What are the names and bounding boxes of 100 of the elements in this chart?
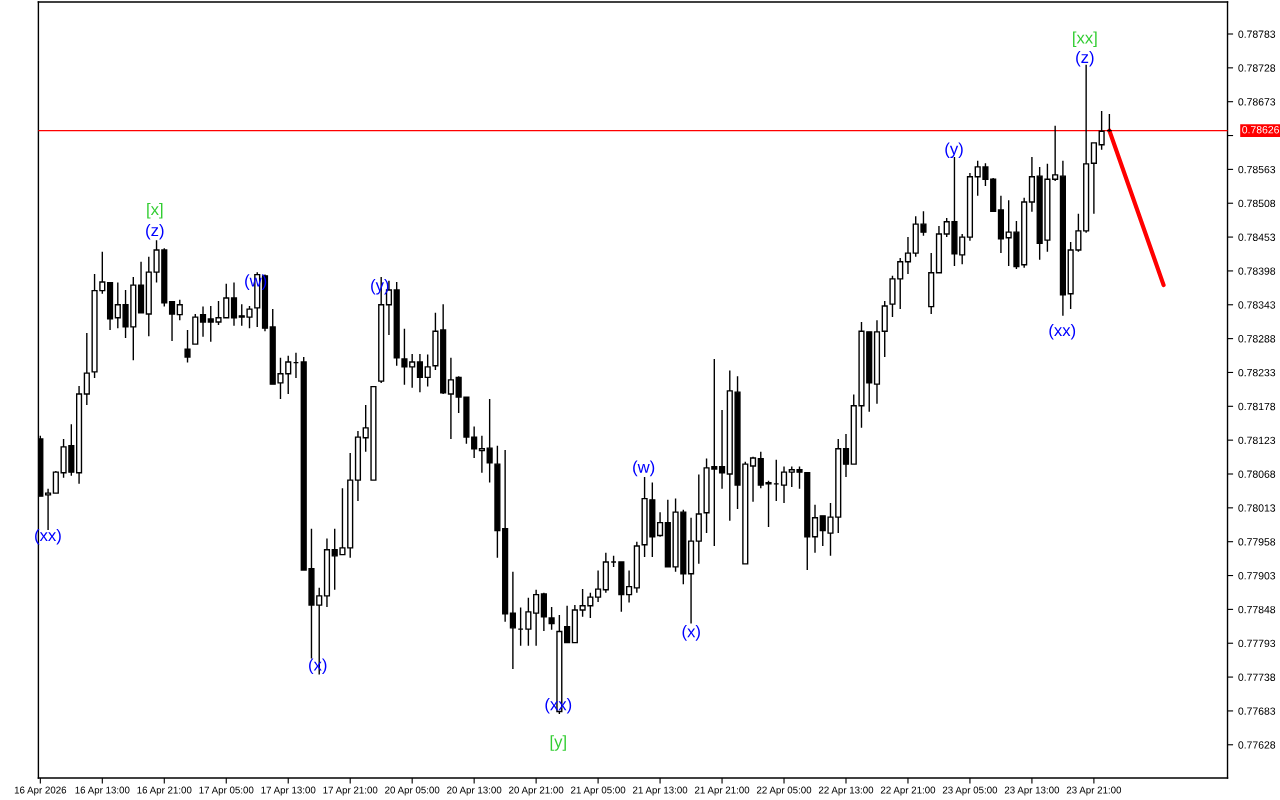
candlestick — [1028, 156, 1036, 213]
candlestick — [842, 433, 850, 478]
x-tick-label: 16 Apr 2026 — [14, 786, 67, 796]
candlestick — [393, 281, 400, 367]
x-tick-label: 20 Apr 13:00 — [447, 786, 502, 796]
x-tick-label: 17 Apr 05:00 — [199, 786, 254, 796]
y-tick-label: 0.78343 — [1238, 301, 1276, 309]
candlestick — [904, 236, 912, 275]
y-tick-label: 0.78233 — [1238, 368, 1276, 377]
candlestick — [618, 561, 625, 613]
x-tick-label: 22 Apr 13:00 — [818, 786, 874, 796]
y-tick-label: 0.78123 — [1238, 436, 1276, 445]
y-tick-label: 0.78398 — [1238, 267, 1276, 275]
annotation: [xx] — [1073, 31, 1097, 48]
annotation: (z) — [1076, 50, 1094, 67]
candlestick — [168, 300, 176, 342]
candlestick — [633, 540, 640, 594]
candlestick — [517, 606, 524, 647]
candlestick — [478, 435, 485, 474]
y-tick-label: 0.78288 — [1238, 335, 1276, 343]
candlestick — [525, 596, 532, 647]
x-tick-label: 21 Apr 05:00 — [571, 786, 626, 796]
annotation: (z) — [146, 223, 164, 240]
candlestick — [773, 459, 780, 502]
candlestick — [137, 260, 145, 314]
candlestick — [749, 456, 757, 503]
candlestick — [610, 555, 617, 568]
y-tick-label: 0.78178 — [1238, 402, 1276, 411]
x-tick-label: 17 Apr 13:00 — [261, 786, 316, 796]
y-tick-label: 0.77683 — [1238, 707, 1276, 715]
candlestick — [509, 571, 516, 670]
candlestick — [687, 516, 695, 625]
y-tick-label: 0.78508 — [1238, 199, 1276, 208]
candlestick — [533, 588, 540, 647]
candlestick — [548, 606, 555, 631]
candlestick — [75, 385, 83, 485]
candlestick — [199, 305, 207, 338]
x-tick-label: 21 Apr 13:00 — [632, 786, 688, 796]
candlestick — [602, 552, 609, 594]
candlestick — [997, 195, 1005, 254]
candlestick — [1098, 110, 1105, 151]
candlestick — [966, 172, 974, 242]
x-tick-label: 22 Apr 05:00 — [756, 786, 812, 796]
candlestick — [1059, 160, 1066, 317]
y-tick-label: 0.77628 — [1238, 741, 1276, 749]
x-tick-label: 22 Apr 21:00 — [880, 786, 936, 796]
x-tick-label: 16 Apr 13:00 — [75, 786, 130, 796]
y-tick-label: 0.78673 — [1238, 98, 1276, 106]
x-tick-label: 21 Apr 21:00 — [694, 786, 750, 796]
x-tick-label: 23 Apr 21:00 — [1066, 786, 1122, 796]
candlestick — [595, 569, 602, 603]
candlestick — [230, 281, 238, 327]
x-tick-label: 20 Apr 05:00 — [385, 786, 440, 796]
y-tick-label: 0.78013 — [1238, 504, 1276, 512]
candlestick — [564, 604, 571, 644]
candlestick — [881, 300, 888, 358]
y-tick-label: 0.78453 — [1238, 233, 1276, 241]
candlestick — [176, 299, 183, 321]
candlestick — [354, 430, 362, 502]
candlestick — [656, 511, 664, 538]
x-tick-label: 17 Apr 21:00 — [323, 786, 378, 796]
candlestick — [447, 356, 455, 440]
y-tick-label: 0.78068 — [1238, 470, 1276, 478]
candlestick — [1090, 142, 1097, 215]
candlestick — [873, 319, 881, 405]
candlestick — [106, 281, 114, 331]
x-tick-label: 16 Apr 21:00 — [137, 786, 192, 796]
candlestick — [625, 569, 633, 604]
candlestick — [718, 409, 726, 490]
y-tick-label: 0.77793 — [1238, 639, 1276, 648]
annotation: (w) — [633, 460, 655, 477]
y-tick-label: 0.77903 — [1238, 572, 1276, 580]
candlestick — [192, 313, 199, 345]
candlestick — [323, 537, 331, 608]
candlestick — [416, 353, 424, 393]
annotation: (xx) — [1049, 324, 1076, 340]
ref-line-label: 0.78626 — [1242, 126, 1279, 134]
y-tick-label: 0.77738 — [1238, 673, 1276, 681]
candlestick — [44, 488, 52, 531]
candlestick — [502, 449, 509, 623]
annotation: [y] — [550, 735, 566, 751]
candlestick — [184, 329, 191, 364]
annotation: (x) — [682, 625, 700, 641]
candlestick — [1106, 113, 1113, 133]
candlestick — [928, 252, 935, 315]
candlestick — [424, 353, 431, 388]
x-tick-label: 20 Apr 21:00 — [509, 786, 564, 796]
candlestick — [935, 225, 943, 274]
candlestick — [780, 465, 788, 504]
y-tick-label: 0.78728 — [1238, 64, 1276, 72]
y-tick-label: 0.77848 — [1238, 605, 1276, 614]
x-tick-label: 23 Apr 05:00 — [942, 786, 998, 796]
x-tick-label: 23 Apr 13:00 — [1004, 786, 1060, 796]
y-tick-label: 0.78783 — [1238, 30, 1276, 38]
y-tick-label: 0.78563 — [1238, 165, 1276, 174]
candlestick — [811, 504, 819, 554]
candlestick — [292, 352, 300, 379]
candlestick — [540, 592, 547, 632]
y-tick-label: 0.77958 — [1238, 538, 1276, 546]
candlestick — [695, 473, 702, 565]
